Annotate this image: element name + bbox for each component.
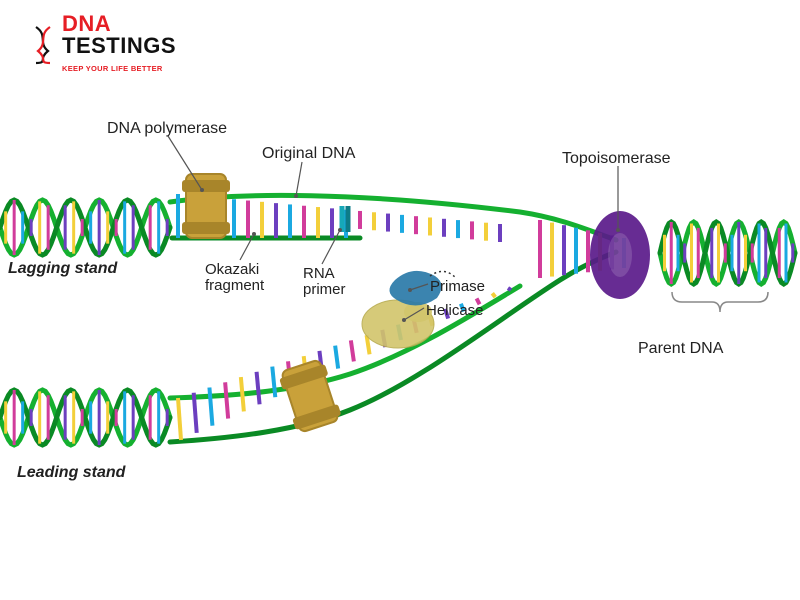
label-parent-dna: Parent DNA xyxy=(638,340,723,358)
brand-logo: DNA TESTINGS KEEP YOUR LIFE BETTER xyxy=(30,14,176,76)
label-lagging-strand: Lagging stand xyxy=(8,260,117,278)
label-dna-polymerase: DNA polymerase xyxy=(107,120,227,138)
label-okazaki-fragment: Okazakifragment xyxy=(205,262,264,294)
logo-tagline: KEEP YOUR LIFE BETTER xyxy=(62,64,163,73)
dna-replication-diagram: DNA polymerase Original DNA Topoisomerase L… xyxy=(0,80,800,540)
logo-text-block: DNA TESTINGS KEEP YOUR LIFE BETTER xyxy=(62,14,176,76)
label-helicase: Helicase xyxy=(426,302,484,319)
label-topoisomerase: Topoisomerase xyxy=(562,150,671,168)
logo-text-sub: TESTINGS xyxy=(62,33,176,58)
helix-icon xyxy=(30,25,56,65)
label-leading-strand: Leading stand xyxy=(17,464,125,482)
label-rna-primer: RNAprimer xyxy=(303,266,346,298)
label-original-dna: Original DNA xyxy=(262,145,355,163)
label-primase: Primase xyxy=(430,278,485,295)
